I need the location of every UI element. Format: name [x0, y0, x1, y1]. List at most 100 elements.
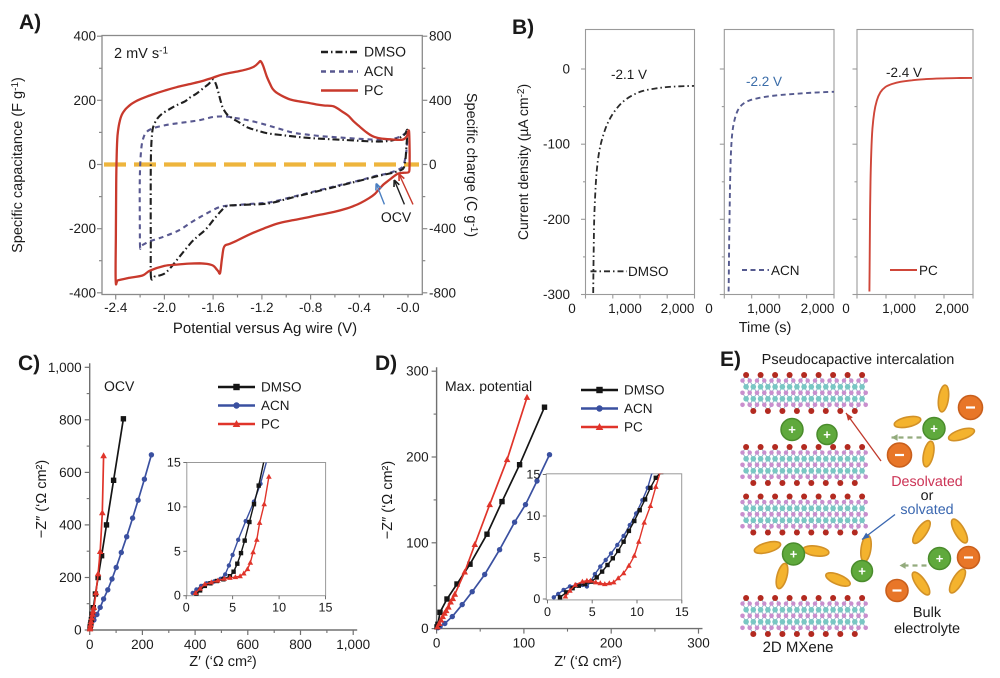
svg-text:400: 400	[59, 517, 82, 532]
svg-text:0: 0	[86, 637, 94, 652]
svg-text:-800: -800	[429, 285, 456, 300]
svg-text:−Z″ (‘Ω cm²): −Z″ (‘Ω cm²)	[34, 460, 50, 538]
svg-text:400: 400	[73, 29, 96, 44]
svg-text:-200: -200	[69, 221, 96, 236]
svg-text:C): C)	[18, 352, 40, 375]
svg-text:5: 5	[589, 605, 596, 619]
svg-text:+: +	[858, 564, 866, 579]
svg-text:15: 15	[675, 605, 689, 619]
svg-text:10: 10	[630, 605, 644, 619]
svg-text:DMSO: DMSO	[261, 380, 302, 395]
svg-text:1,000: 1,000	[747, 301, 781, 316]
svg-text:+: +	[930, 421, 938, 436]
svg-text:5: 5	[229, 601, 236, 615]
svg-text:Time (s): Time (s)	[739, 320, 792, 336]
svg-text:0: 0	[429, 157, 437, 172]
svg-text:-2.4 V: -2.4 V	[886, 65, 922, 80]
svg-text:-2.0: -2.0	[153, 300, 176, 315]
svg-text:15: 15	[526, 468, 540, 482]
svg-text:2,000: 2,000	[661, 301, 695, 316]
svg-text:800: 800	[429, 29, 452, 44]
svg-text:300: 300	[687, 636, 710, 651]
svg-text:0: 0	[183, 601, 190, 615]
svg-text:or: or	[921, 488, 934, 504]
svg-text:-400: -400	[69, 285, 96, 300]
svg-text:+: +	[790, 547, 798, 562]
svg-text:2D MXene: 2D MXene	[763, 639, 834, 656]
svg-text:PC: PC	[364, 82, 383, 98]
svg-text:PC: PC	[624, 420, 643, 435]
svg-text:Z′ (‘Ω cm²): Z′ (‘Ω cm²)	[554, 654, 622, 670]
svg-text:ACN: ACN	[624, 401, 653, 416]
svg-text:−Z″ (‘Ω cm²): −Z″ (‘Ω cm²)	[380, 461, 396, 539]
svg-text:2,000: 2,000	[801, 301, 835, 316]
svg-text:0: 0	[544, 605, 551, 619]
svg-text:A): A)	[19, 11, 41, 34]
svg-text:200: 200	[59, 570, 82, 585]
svg-text:Bulk: Bulk	[913, 605, 942, 621]
svg-text:ACN: ACN	[364, 63, 394, 79]
svg-text:0: 0	[74, 623, 82, 638]
svg-text:0: 0	[842, 301, 850, 316]
svg-text:-2.4: -2.4	[104, 300, 128, 315]
svg-text:0: 0	[421, 621, 429, 636]
svg-text:Specific charge (C g-1): Specific charge (C g-1)	[463, 93, 479, 237]
svg-text:2 mV s-1: 2 mV s-1	[114, 46, 168, 63]
svg-text:15: 15	[319, 601, 333, 615]
svg-text:1,000: 1,000	[336, 637, 370, 652]
svg-text:-1.2: -1.2	[250, 300, 273, 315]
svg-text:0: 0	[533, 592, 540, 606]
svg-text:-1.6: -1.6	[201, 300, 224, 315]
svg-text:OCV: OCV	[104, 378, 135, 394]
svg-text:0: 0	[562, 62, 570, 77]
svg-text:-300: -300	[543, 287, 570, 302]
svg-text:400: 400	[429, 93, 452, 108]
svg-text:Z′ (‘Ω cm²): Z′ (‘Ω cm²)	[189, 654, 257, 670]
svg-text:800: 800	[289, 637, 312, 652]
svg-text:10: 10	[526, 509, 540, 523]
svg-text:0: 0	[174, 589, 181, 603]
svg-text:ACN: ACN	[771, 263, 800, 278]
svg-text:DMSO: DMSO	[624, 383, 665, 398]
svg-text:PC: PC	[919, 263, 938, 278]
svg-text:200: 200	[131, 637, 154, 652]
svg-text:2,000: 2,000	[935, 301, 969, 316]
svg-text:-0.8: -0.8	[299, 300, 322, 315]
svg-text:10: 10	[272, 601, 286, 615]
svg-text:200: 200	[73, 93, 96, 108]
svg-text:-2.2 V: -2.2 V	[746, 74, 782, 89]
svg-text:10: 10	[167, 500, 181, 514]
svg-text:Max. potential: Max. potential	[445, 378, 532, 394]
svg-text:600: 600	[59, 465, 82, 480]
svg-text:Potential versus Ag wire (V): Potential versus Ag wire (V)	[173, 320, 357, 337]
svg-text:B): B)	[512, 16, 534, 39]
svg-text:5: 5	[533, 551, 540, 565]
svg-text:PC: PC	[261, 417, 280, 432]
svg-text:-0.0: -0.0	[396, 300, 419, 315]
svg-text:-0.4: -0.4	[348, 300, 372, 315]
svg-text:ACN: ACN	[261, 398, 290, 413]
svg-text:1,000: 1,000	[608, 301, 642, 316]
svg-text:DMSO: DMSO	[364, 44, 406, 60]
svg-text:0: 0	[88, 157, 96, 172]
svg-text:D): D)	[375, 352, 397, 375]
svg-text:-400: -400	[429, 221, 456, 236]
svg-text:600: 600	[237, 637, 260, 652]
svg-text:+: +	[823, 427, 831, 442]
svg-text:800: 800	[59, 412, 82, 427]
svg-text:-2.1 V: -2.1 V	[611, 67, 647, 82]
svg-text:E): E)	[720, 348, 741, 371]
svg-text:200: 200	[600, 636, 623, 651]
svg-text:solvated: solvated	[900, 502, 953, 518]
svg-text:400: 400	[184, 637, 207, 652]
svg-text:0: 0	[433, 636, 441, 651]
svg-text:Current density (µA cm-2): Current density (µA cm-2)	[515, 84, 531, 240]
svg-text:100: 100	[406, 535, 429, 550]
svg-text:0: 0	[568, 301, 576, 316]
svg-text:DMSO: DMSO	[628, 264, 669, 279]
svg-text:15: 15	[167, 456, 181, 470]
svg-text:Specific capacitance (F g-1): Specific capacitance (F g-1)	[10, 77, 26, 253]
svg-text:+: +	[788, 422, 796, 437]
svg-text:OCV: OCV	[381, 209, 412, 225]
svg-text:-100: -100	[543, 137, 570, 152]
